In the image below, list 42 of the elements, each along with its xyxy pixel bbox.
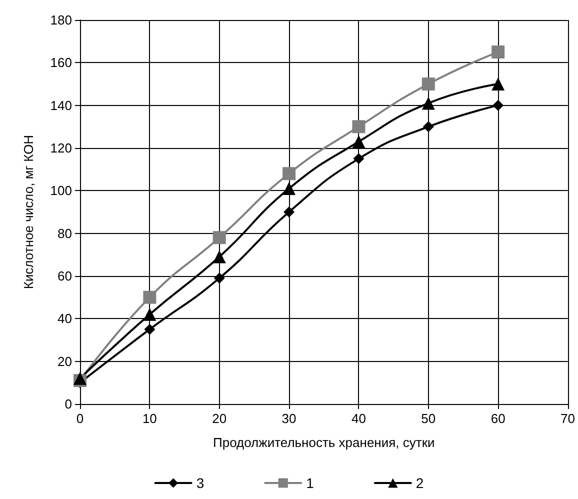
x-tick-label: 70 <box>560 411 576 426</box>
point <box>282 167 296 180</box>
x-tick-label: 10 <box>142 411 157 426</box>
x-tick-label: 0 <box>76 411 84 426</box>
point <box>282 182 296 196</box>
y-tick-label: 140 <box>50 98 72 113</box>
point <box>422 96 435 110</box>
y-tick-label: 40 <box>58 311 72 326</box>
point <box>143 308 156 321</box>
point <box>214 272 225 284</box>
point <box>492 46 505 58</box>
x-tick-label: 50 <box>421 411 436 426</box>
point <box>284 206 295 218</box>
point <box>74 372 86 385</box>
point <box>212 231 226 244</box>
legend-label: 2 <box>416 475 424 491</box>
point <box>352 120 366 134</box>
y-tick-label: 120 <box>50 140 72 156</box>
legend-label: 3 <box>196 475 204 491</box>
y-tick-label: 180 <box>50 12 72 28</box>
y-tick-label: 20 <box>58 354 72 369</box>
y-tick-label: 160 <box>50 55 72 70</box>
point <box>422 78 435 90</box>
point <box>422 121 434 132</box>
x-tick-label: 20 <box>212 411 227 426</box>
point <box>144 324 156 335</box>
x-axis-title: Продолжительность хранения, сутки <box>212 435 435 450</box>
x-tick-label: 60 <box>490 411 506 426</box>
x-tick-label: 40 <box>351 411 366 426</box>
y-tick-label: 80 <box>58 226 72 241</box>
y-tick-label: 60 <box>58 268 72 284</box>
y-tick-label: 0 <box>64 396 72 412</box>
point <box>353 153 364 164</box>
point <box>492 78 505 90</box>
point <box>492 100 504 111</box>
point <box>212 250 226 264</box>
y-tick-label: 100 <box>50 183 72 198</box>
point <box>143 290 156 304</box>
y-axis-title: Кислотное число, мг КОН <box>21 134 36 290</box>
x-tick-label: 30 <box>282 411 296 426</box>
legend-label: 1 <box>306 475 314 491</box>
point <box>352 135 366 148</box>
